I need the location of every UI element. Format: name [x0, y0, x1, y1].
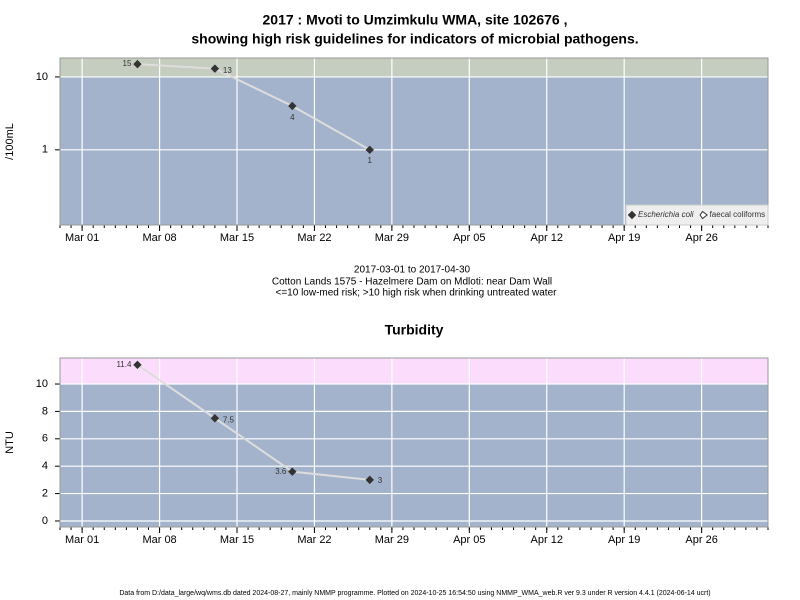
- x-tick-label: Mar 22: [297, 232, 331, 244]
- x-tick-label: Mar 01: [65, 232, 99, 244]
- legend-label: faecal coliforms: [710, 210, 766, 219]
- data-label: 3.6: [275, 467, 287, 476]
- plot-frame: [59, 357, 769, 528]
- legend-marker: [627, 210, 637, 220]
- x-tick-label: Apr 12: [531, 232, 563, 244]
- y-tick-label: 10: [36, 71, 48, 83]
- x-tick-label: Mar 01: [65, 534, 99, 546]
- data-label: 1: [368, 156, 373, 165]
- x-tick-label: Mar 08: [142, 232, 176, 244]
- data-label: 4: [290, 113, 295, 122]
- y-tick-label: 1: [42, 144, 48, 156]
- legend-marker: [699, 210, 708, 220]
- x-tick-label: Apr 05: [453, 232, 485, 244]
- y-tick-label: 0: [42, 515, 48, 527]
- x-tick-label: Apr 19: [608, 534, 640, 546]
- data-point: [210, 64, 220, 73]
- y-tick-label: 8: [42, 405, 48, 417]
- data-label: 15: [123, 59, 132, 68]
- data-point: [133, 360, 142, 370]
- series-line: [137, 63, 371, 151]
- x-tick-label: Mar 29: [375, 232, 409, 244]
- footer: Data from D:/data_large/wq/wms.db dated …: [119, 590, 710, 597]
- note: 2017-03-01 to 2017-04-30: [354, 265, 471, 276]
- x-tick-label: Mar 22: [297, 534, 331, 546]
- data-label: 7.5: [223, 415, 235, 424]
- plot-background: [60, 358, 768, 527]
- data-point: [288, 101, 297, 111]
- plot-frame: [59, 57, 769, 226]
- high-risk-band: [60, 58, 768, 77]
- y-tick-label: 4: [42, 460, 48, 472]
- series-line: [136, 364, 370, 481]
- y-axis-label: NTU: [4, 431, 16, 454]
- data-label: 3: [378, 476, 383, 485]
- x-tick-label: Apr 19: [608, 232, 640, 244]
- note: Cotton Lands 1575 - Hazelmere Dam on Mdl…: [272, 277, 552, 288]
- y-tick-label: 10: [36, 378, 48, 390]
- data-point: [210, 414, 220, 423]
- data-label: 13: [223, 66, 232, 75]
- x-tick-label: Mar 15: [220, 232, 254, 244]
- y-tick-label: 6: [42, 433, 48, 445]
- x-tick-label: Mar 15: [220, 534, 254, 546]
- high-risk-band: [60, 358, 768, 385]
- data-point: [133, 59, 142, 69]
- title-line: 2017 : Mvoti to Umzimkulu WMA, site 1026…: [263, 12, 568, 28]
- chart-title: Turbidity: [385, 322, 444, 338]
- x-tick-label: Apr 05: [453, 534, 485, 546]
- x-tick-label: Mar 08: [142, 534, 176, 546]
- title-line: showing high risk guidelines for indicat…: [191, 31, 638, 47]
- x-tick-label: Mar 29: [375, 534, 409, 546]
- note: <=10 low-med risk; >10 high risk when dr…: [276, 288, 558, 299]
- y-tick-label: 2: [42, 487, 48, 499]
- data-point: [288, 467, 297, 476]
- legend-box: [625, 204, 769, 226]
- x-tick-label: Apr 26: [685, 534, 717, 546]
- y-axis-label: /100mL: [4, 123, 16, 160]
- x-tick-label: Apr 12: [531, 534, 563, 546]
- x-tick-label: Apr 26: [685, 232, 717, 244]
- plot-background: [60, 58, 768, 225]
- data-point: [365, 145, 374, 155]
- data-label: 11.4: [116, 360, 132, 369]
- data-point: [365, 475, 374, 485]
- legend-label: Escherichia coli: [638, 210, 694, 219]
